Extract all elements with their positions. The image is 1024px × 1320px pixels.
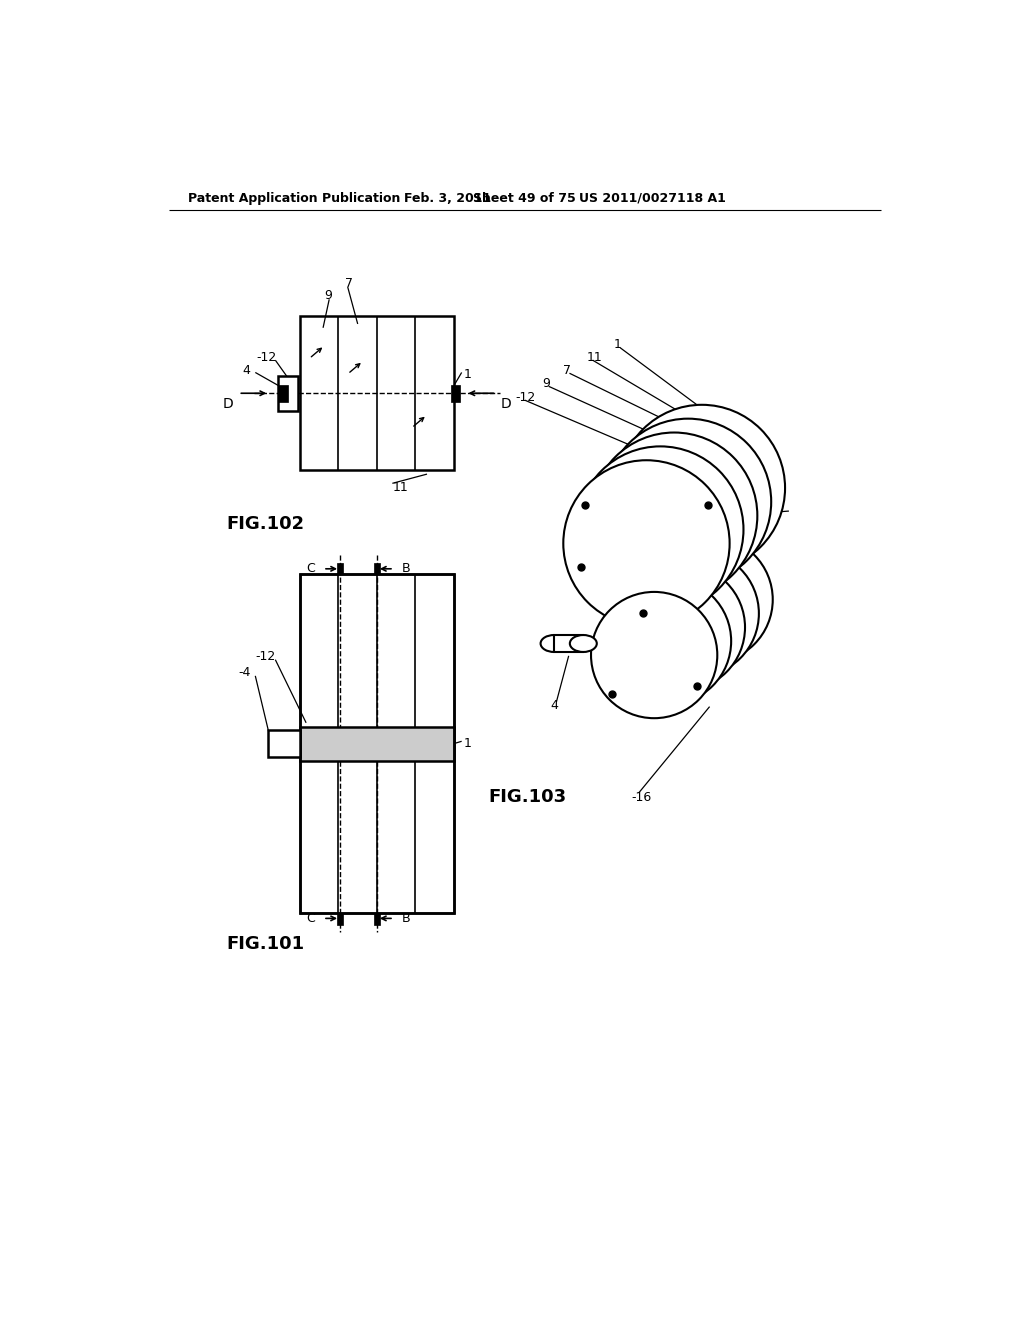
Bar — [279, 376, 298, 411]
Text: FIG.102: FIG.102 — [226, 515, 305, 533]
Text: 7: 7 — [345, 277, 352, 289]
Text: Feb. 3, 2011: Feb. 3, 2011 — [403, 191, 492, 205]
Bar — [337, 913, 343, 924]
Bar — [337, 562, 343, 574]
Bar — [300, 317, 454, 470]
Text: -4: -4 — [239, 667, 251, 680]
Ellipse shape — [563, 461, 730, 627]
Text: C: C — [306, 562, 315, 576]
Text: D: D — [501, 397, 512, 411]
Text: B: B — [401, 912, 411, 925]
Text: 1: 1 — [463, 737, 471, 750]
Bar — [374, 913, 380, 924]
Text: 4: 4 — [550, 698, 558, 711]
Ellipse shape — [605, 418, 771, 585]
Text: FIG.101: FIG.101 — [226, 935, 305, 953]
Ellipse shape — [633, 550, 759, 677]
Ellipse shape — [646, 536, 773, 663]
Ellipse shape — [591, 591, 717, 718]
Text: -12: -12 — [255, 649, 275, 663]
Text: -16: -16 — [631, 791, 651, 804]
Bar — [279, 385, 288, 401]
Ellipse shape — [618, 564, 745, 690]
Ellipse shape — [618, 405, 785, 572]
Text: Patent Application Publication: Patent Application Publication — [188, 191, 400, 205]
Ellipse shape — [591, 433, 758, 599]
Text: FIG.103: FIG.103 — [488, 788, 566, 807]
Text: 1: 1 — [614, 338, 622, 351]
Text: C: C — [306, 912, 315, 925]
Bar — [300, 574, 454, 913]
Text: 9: 9 — [325, 289, 333, 302]
Ellipse shape — [569, 635, 597, 652]
Text: 11: 11 — [587, 351, 602, 363]
Text: 7: 7 — [563, 363, 571, 376]
Text: 11: 11 — [392, 482, 409, 495]
Text: -12: -12 — [256, 351, 276, 363]
Bar — [554, 635, 584, 652]
Text: -12: -12 — [515, 391, 536, 404]
Text: 1: 1 — [463, 367, 471, 380]
Text: B: B — [401, 562, 411, 576]
Ellipse shape — [541, 635, 567, 652]
Text: D: D — [223, 397, 233, 411]
Text: 9: 9 — [543, 376, 550, 389]
Text: 4: 4 — [243, 363, 250, 376]
Ellipse shape — [578, 446, 743, 612]
Bar — [267, 730, 300, 758]
Ellipse shape — [605, 578, 731, 705]
Text: -16: -16 — [717, 512, 737, 525]
Text: Sheet 49 of 75: Sheet 49 of 75 — [473, 191, 575, 205]
Bar — [374, 562, 380, 574]
Text: US 2011/0027118 A1: US 2011/0027118 A1 — [580, 191, 726, 205]
Bar — [451, 385, 460, 401]
Bar — [300, 574, 454, 913]
Bar — [300, 726, 454, 760]
